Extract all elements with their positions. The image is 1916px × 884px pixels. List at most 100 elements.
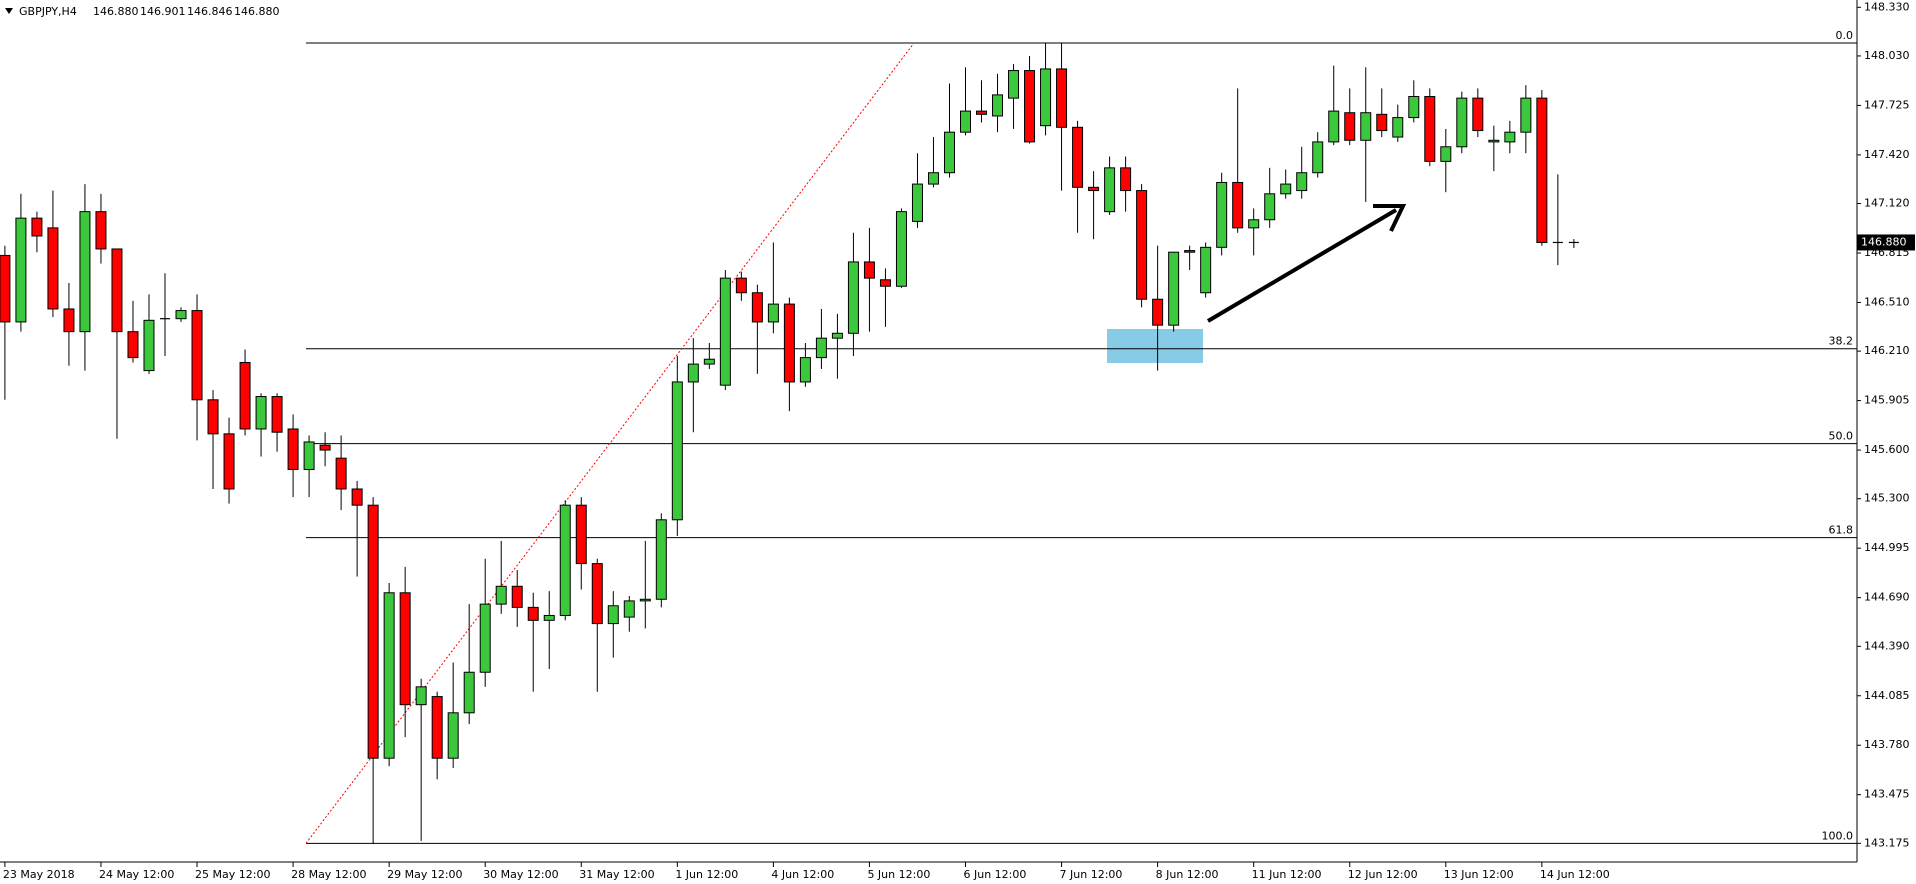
candle-body [463, 671, 475, 714]
drawings-back [1107, 329, 1203, 363]
candle-body [879, 279, 891, 287]
candle-body [191, 310, 203, 401]
candle-body [95, 211, 107, 250]
candle-body [543, 614, 555, 621]
candle-body [639, 598, 651, 602]
candle-body [1280, 183, 1292, 195]
candle-body [479, 603, 491, 673]
candle-body [735, 277, 747, 294]
candle-body [687, 363, 699, 383]
candle-body [383, 592, 395, 759]
candle-body [927, 172, 939, 185]
candle-body [751, 292, 763, 323]
candle-body [1216, 181, 1228, 248]
candle-body [1264, 193, 1276, 221]
y-tick-label: 145.600 [1864, 443, 1910, 456]
candle-body [431, 696, 443, 759]
candle-body [591, 563, 603, 625]
x-tick-label: 29 May 12:00 [387, 868, 462, 881]
candle-body [1152, 298, 1164, 326]
drawings-front [1206, 204, 1407, 323]
candle-body [1248, 219, 1260, 229]
fib-trend-line [305, 42, 915, 844]
x-tick-label: 25 May 12:00 [195, 868, 270, 881]
fib-level-label: 0.0 [1836, 29, 1854, 42]
candle-body [1312, 141, 1324, 174]
candle-body [863, 261, 875, 279]
y-tick-label: 145.300 [1864, 492, 1910, 505]
high-label: 146.901 [140, 5, 186, 18]
y-tick-label: 144.690 [1864, 591, 1910, 604]
candle-body [960, 110, 971, 133]
candle-body [1104, 167, 1116, 213]
candle-body [175, 310, 187, 320]
x-tick-label: 5 Jun 12:00 [867, 868, 930, 881]
x-tick-label: 13 Jun 12:00 [1444, 868, 1514, 881]
y-tick-label: 143.175 [1864, 836, 1910, 849]
candle-body [31, 217, 43, 237]
candle-body [831, 332, 843, 339]
candle-body [607, 605, 619, 625]
x-tick-label: 28 May 12:00 [291, 868, 366, 881]
candle-body [1184, 250, 1196, 253]
candle-body [559, 504, 571, 616]
x-tick-label: 14 Jun 12:00 [1540, 868, 1610, 881]
candle-body [976, 110, 988, 115]
y-tick-label: 147.725 [1864, 98, 1910, 111]
fib-level-label: 61.8 [1829, 524, 1854, 537]
candle-body [319, 444, 331, 451]
candle-body [783, 303, 795, 383]
x-tick-label: 1 Jun 12:00 [675, 868, 738, 881]
candle-body [1168, 251, 1180, 326]
candle-body [271, 396, 283, 433]
candle-body [1296, 172, 1308, 192]
trend-arrow-shaft [1206, 208, 1398, 323]
candle-body [1136, 190, 1148, 300]
candle-body [335, 457, 347, 490]
x-tick-label: 30 May 12:00 [483, 868, 558, 881]
candle-body [1504, 131, 1516, 143]
y-tick-label: 148.330 [1864, 0, 1910, 13]
candle-body [911, 183, 923, 222]
candle-body [1360, 112, 1372, 141]
plot: 0.0 38.2 50.0 61.8 100.0 [0, 29, 1857, 845]
y-tick-label: 146.510 [1864, 295, 1910, 308]
candle-body [1488, 139, 1500, 143]
y-tick-label: 143.475 [1864, 788, 1910, 801]
candle-body [1408, 95, 1420, 119]
y-tick-label: 145.905 [1864, 394, 1910, 407]
low-label: 146.846 [187, 5, 233, 18]
candle-body [1456, 97, 1468, 148]
candle-body [1072, 126, 1084, 188]
y-tick-label: 144.390 [1864, 639, 1910, 652]
candle-body [1472, 97, 1484, 132]
candle-body [1200, 246, 1212, 294]
candle-body [47, 227, 59, 310]
candle-body [943, 131, 955, 174]
candle-body [367, 504, 379, 759]
candle-body [1440, 146, 1452, 162]
candle-body [399, 592, 411, 706]
x-tick-label: 24 May 12:00 [99, 868, 174, 881]
x-tick-label: 11 Jun 12:00 [1252, 868, 1322, 881]
candle-body [415, 686, 427, 706]
y-tick-label: 144.995 [1864, 541, 1910, 554]
candle-body [79, 211, 91, 333]
candle-body [0, 254, 11, 323]
candle-body [223, 433, 235, 490]
candle-body [1040, 68, 1052, 127]
x-tick-label: 31 May 12:00 [579, 868, 654, 881]
candle-body [1520, 97, 1532, 133]
trend-arrow-head [1373, 204, 1407, 232]
x-tick-label: 6 Jun 12:00 [964, 868, 1027, 881]
y-tick-label: 144.085 [1864, 689, 1910, 702]
x-tick-label: 4 Jun 12:00 [771, 868, 834, 881]
last-price-box [1857, 234, 1915, 251]
candle-body [1328, 110, 1340, 143]
symbol: GBPJPY,H4 [19, 5, 77, 18]
candle-body [1024, 70, 1036, 143]
candle-body [671, 381, 683, 521]
